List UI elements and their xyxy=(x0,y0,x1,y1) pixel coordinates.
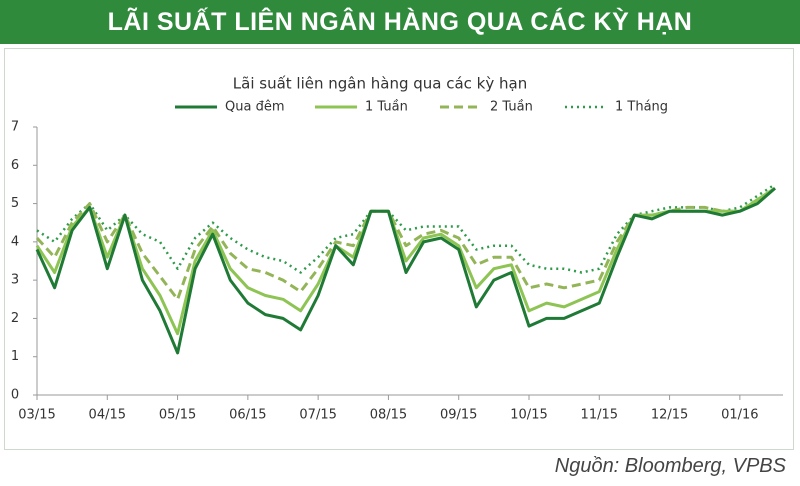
banner-title: LÃI SUẤT LIÊN NGÂN HÀNG QUA CÁC KỲ HẠN xyxy=(0,0,800,44)
x-tick-label: 06/15 xyxy=(229,408,266,423)
legend-label: 1 Tuần xyxy=(365,100,408,115)
series-line xyxy=(35,187,776,301)
legend-label: 1 Tháng xyxy=(615,100,668,115)
x-tick-label: 11/15 xyxy=(581,408,618,423)
y-tick-label: 1 xyxy=(11,349,19,364)
x-tick-label: 12/15 xyxy=(651,408,688,423)
legend-label: Qua đêm xyxy=(225,100,284,115)
source-note: Nguồn: Bloomberg, VPBS xyxy=(554,455,786,477)
y-tick-label: 3 xyxy=(11,273,19,288)
x-tick-label: 03/15 xyxy=(18,408,55,423)
chart-frame xyxy=(4,48,794,450)
y-tick-label: 7 xyxy=(11,120,19,135)
legend-label: 2 Tuần xyxy=(490,100,533,115)
series-line xyxy=(35,187,776,336)
x-tick-label: 10/15 xyxy=(510,408,547,423)
x-tick-label: 09/15 xyxy=(440,408,477,423)
y-tick-label: 6 xyxy=(11,158,19,173)
x-tick-label: 05/15 xyxy=(159,408,196,423)
series-line xyxy=(35,187,776,355)
x-tick-label: 07/15 xyxy=(299,408,336,423)
y-tick-label: 2 xyxy=(11,311,19,326)
chart-title: Lãi suất liên ngân hàng qua các kỳ hạn xyxy=(233,75,527,93)
y-tick-label: 0 xyxy=(11,388,19,403)
y-tick-label: 4 xyxy=(11,234,19,249)
x-tick-label: 01/16 xyxy=(721,408,758,423)
y-tick-label: 5 xyxy=(11,196,19,211)
x-tick-label: 04/15 xyxy=(89,408,126,423)
x-tick-label: 08/15 xyxy=(370,408,407,423)
series-line xyxy=(36,183,776,274)
